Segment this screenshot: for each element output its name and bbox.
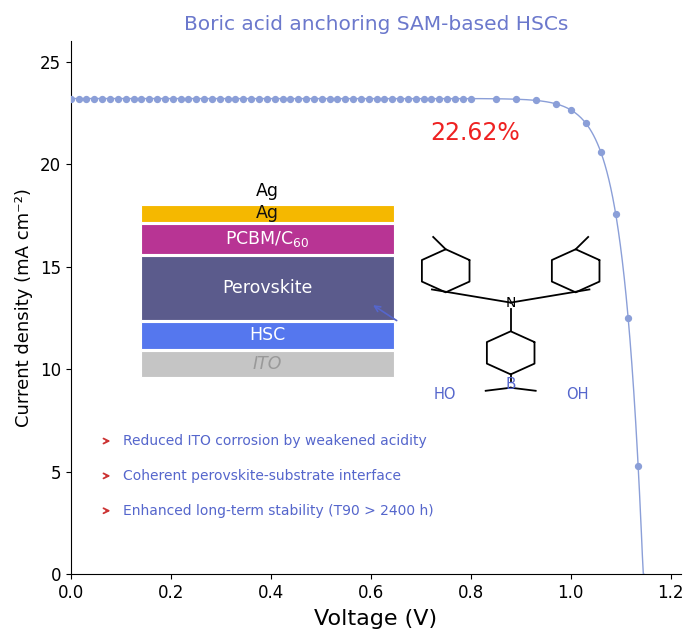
Point <box>426 93 437 104</box>
Point <box>199 93 210 104</box>
Point <box>356 93 367 104</box>
Text: HSC: HSC <box>249 327 286 345</box>
Point <box>238 93 249 104</box>
Text: Enhanced long-term stability (T90 > 2400 h): Enhanced long-term stability (T90 > 2400… <box>123 504 434 518</box>
Point <box>300 93 312 104</box>
Point <box>418 93 429 104</box>
Point <box>128 93 139 104</box>
Point <box>324 93 335 104</box>
Y-axis label: Current density (mA cm⁻²): Current density (mA cm⁻²) <box>15 188 33 427</box>
Text: PCBM/C$_{60}$: PCBM/C$_{60}$ <box>225 229 309 249</box>
Point <box>449 93 461 104</box>
Point <box>550 99 561 109</box>
Point <box>633 461 644 471</box>
Bar <box>141 256 394 320</box>
Point <box>81 93 92 104</box>
Point <box>73 93 84 104</box>
Point <box>246 93 257 104</box>
Point <box>104 93 116 104</box>
Point <box>410 93 421 104</box>
Point <box>222 93 233 104</box>
Title: Boric acid anchoring SAM-based HSCs: Boric acid anchoring SAM-based HSCs <box>183 15 568 34</box>
Text: N: N <box>505 296 516 310</box>
Point <box>112 93 123 104</box>
Text: Perovskite: Perovskite <box>223 279 313 298</box>
Point <box>97 93 108 104</box>
Text: Coherent perovskite-substrate interface: Coherent perovskite-substrate interface <box>123 469 401 483</box>
Point <box>136 93 147 104</box>
Point <box>89 93 100 104</box>
Point <box>144 93 155 104</box>
Text: OH: OH <box>566 388 588 402</box>
Text: HO: HO <box>433 388 456 402</box>
Bar <box>141 351 394 377</box>
Point <box>190 93 202 104</box>
Point <box>151 93 162 104</box>
Point <box>175 93 186 104</box>
Point <box>120 93 132 104</box>
Text: B: B <box>505 377 516 392</box>
Point <box>340 93 351 104</box>
Point <box>160 93 171 104</box>
Bar <box>141 205 394 222</box>
Point <box>490 93 501 104</box>
Text: ITO: ITO <box>253 355 282 373</box>
Point <box>622 313 634 323</box>
Text: Reduced ITO corrosion by weakened acidity: Reduced ITO corrosion by weakened acidit… <box>123 434 427 448</box>
Point <box>442 93 453 104</box>
Point <box>465 93 476 104</box>
Point <box>206 93 218 104</box>
Point <box>580 118 592 128</box>
Point <box>402 93 414 104</box>
Point <box>214 93 225 104</box>
Point <box>379 93 390 104</box>
Text: Ag: Ag <box>256 204 279 222</box>
Point <box>386 93 398 104</box>
Point <box>610 209 622 219</box>
Point <box>457 93 468 104</box>
Point <box>363 93 374 104</box>
Point <box>434 93 445 104</box>
Point <box>183 93 194 104</box>
Point <box>230 93 241 104</box>
Point <box>308 93 319 104</box>
Point <box>395 93 406 104</box>
Text: Ag: Ag <box>256 182 279 200</box>
Bar <box>141 322 394 349</box>
Point <box>332 93 343 104</box>
Text: 22.62%: 22.62% <box>430 120 521 144</box>
Point <box>595 147 606 157</box>
Point <box>293 93 304 104</box>
Bar <box>141 223 394 254</box>
Point <box>261 93 272 104</box>
Point <box>316 93 328 104</box>
Point <box>510 94 522 104</box>
Point <box>253 93 265 104</box>
Point <box>530 95 541 106</box>
Point <box>269 93 280 104</box>
Point <box>277 93 288 104</box>
Point <box>347 93 358 104</box>
X-axis label: Voltage (V): Voltage (V) <box>314 609 438 629</box>
Point <box>285 93 296 104</box>
Point <box>371 93 382 104</box>
Point <box>565 105 576 115</box>
Point <box>167 93 178 104</box>
Point <box>65 93 76 104</box>
